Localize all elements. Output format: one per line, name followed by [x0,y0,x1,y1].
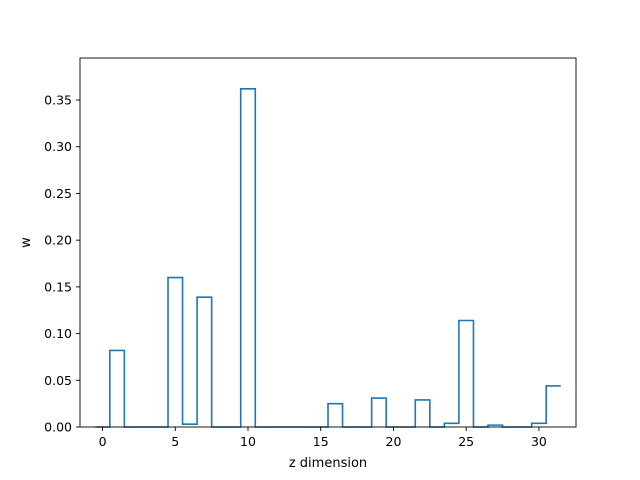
y-tick-label: 0.10 [44,326,72,341]
y-tick-label: 0.35 [44,93,72,108]
y-tick-label: 0.20 [44,233,72,248]
y-tick-label: 0.05 [44,373,72,388]
y-tick-label: 0.00 [44,420,72,435]
x-tick-label: 5 [171,434,179,449]
y-tick-label: 0.25 [44,186,72,201]
x-axis-label: z dimension [289,456,367,471]
axes-frame [79,57,577,428]
x-tick-label: 0 [99,434,107,449]
x-tick-label: 20 [386,434,402,449]
y-tick-label: 0.30 [44,139,72,154]
x-tick-label: 30 [531,434,547,449]
x-axis: 0 5 10 15 20 25 30 [99,427,547,449]
x-tick-label: 25 [458,434,474,449]
y-axis-label: w [19,237,34,248]
x-tick-label: 15 [313,434,329,449]
x-tick-label: 10 [240,434,256,449]
y-tick-label: 0.15 [44,279,72,294]
y-axis: 0.00 0.05 0.10 0.15 0.20 0.25 0.30 0.35 [44,93,80,435]
